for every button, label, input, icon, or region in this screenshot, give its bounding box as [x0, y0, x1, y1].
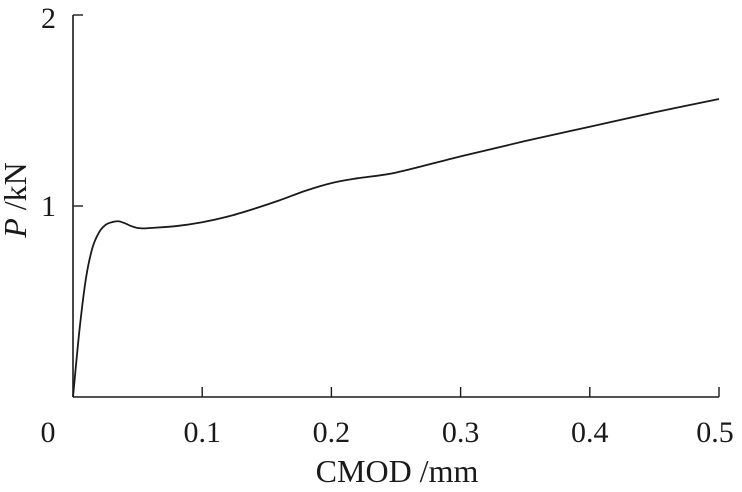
y-axis-ticks: 12: [41, 2, 83, 223]
y-tick-label: 2: [41, 2, 56, 35]
y-axis-title: P /kN: [0, 162, 33, 239]
x-axis-ticks: 0 0.1 0.2 0.3 0.4 0.5: [41, 387, 734, 449]
x-tick-label: 0.1: [183, 416, 221, 449]
x-tick-label: 0.4: [571, 416, 609, 449]
axes: [72, 15, 719, 398]
x-axis-title: CMOD /mm: [316, 453, 479, 489]
x-tick-label: 0.5: [696, 416, 734, 449]
x-tick-label: 0.3: [442, 416, 480, 449]
y-tick-label: 1: [41, 190, 56, 223]
y-axis-title-unit: /kN: [0, 162, 33, 218]
x-tick-label: 0.2: [313, 416, 351, 449]
x-tick-label: 0: [41, 416, 56, 449]
series-group: [72, 98, 720, 398]
series-line-p-cmod: [72, 98, 720, 398]
y-axis-title-symbol: P: [0, 218, 33, 239]
